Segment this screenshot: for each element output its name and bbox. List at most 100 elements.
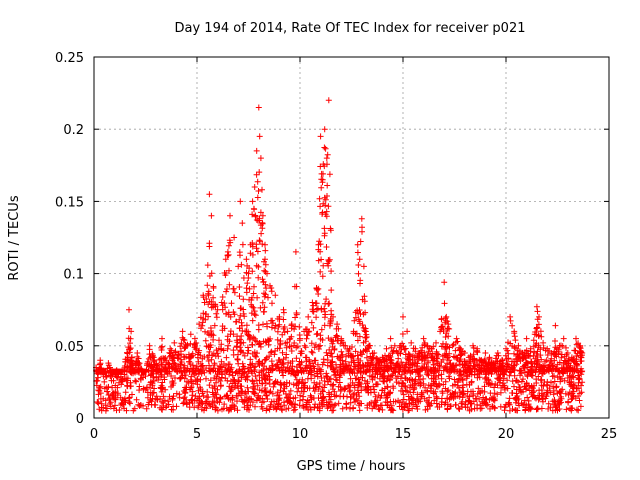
data-point xyxy=(574,385,581,392)
data-point xyxy=(511,333,518,340)
data-point xyxy=(224,286,230,292)
data-point xyxy=(306,358,313,365)
data-point xyxy=(223,288,230,295)
data-point xyxy=(262,281,269,288)
data-point xyxy=(578,389,585,396)
data-point xyxy=(160,393,167,400)
data-point xyxy=(317,248,324,255)
data-point xyxy=(328,287,335,294)
data-point xyxy=(207,342,214,348)
data-point xyxy=(303,335,310,342)
data-point xyxy=(257,343,264,350)
data-point xyxy=(118,400,125,407)
data-point xyxy=(266,353,273,360)
data-point xyxy=(519,402,526,408)
data-point xyxy=(496,360,503,367)
data-point xyxy=(516,367,523,374)
data-point xyxy=(165,360,172,367)
y-tick-label: 0.05 xyxy=(55,340,84,355)
data-point xyxy=(287,335,294,342)
data-point xyxy=(511,383,517,390)
data-point xyxy=(524,394,531,401)
data-point xyxy=(258,403,265,410)
data-point xyxy=(438,359,445,365)
data-point xyxy=(218,299,225,306)
data-point xyxy=(321,126,328,133)
data-point xyxy=(307,392,314,399)
data-point xyxy=(478,366,485,373)
data-point xyxy=(317,133,324,140)
data-point xyxy=(208,270,215,277)
data-point xyxy=(95,374,102,381)
data-point xyxy=(247,241,254,248)
data-point xyxy=(538,382,545,389)
data-point xyxy=(425,364,432,370)
data-point xyxy=(167,345,174,352)
data-point xyxy=(210,294,217,301)
data-point xyxy=(326,346,333,353)
x-axis-ticks: 0 5 10 15 20 25 xyxy=(90,57,617,442)
data-point xyxy=(206,348,213,355)
data-point xyxy=(304,375,311,382)
data-point xyxy=(374,381,381,388)
data-point xyxy=(399,340,406,347)
data-point xyxy=(231,311,238,318)
data-point xyxy=(227,331,234,338)
data-point xyxy=(313,300,320,307)
data-point xyxy=(104,388,111,395)
data-point xyxy=(427,387,434,394)
data-point xyxy=(225,251,232,258)
data-point xyxy=(350,392,357,398)
data-point xyxy=(491,396,498,402)
data-point xyxy=(295,379,302,386)
data-point xyxy=(274,328,281,335)
data-point xyxy=(256,377,263,384)
data-point xyxy=(162,404,169,411)
data-point xyxy=(346,368,353,375)
data-point xyxy=(395,350,402,356)
data-point xyxy=(239,368,246,375)
data-point xyxy=(438,375,445,382)
data-point xyxy=(368,362,375,369)
data-point xyxy=(176,367,183,374)
data-point xyxy=(457,352,464,358)
data-point xyxy=(444,388,451,395)
data-point xyxy=(246,406,252,413)
data-point xyxy=(315,291,322,297)
data-point xyxy=(183,400,190,407)
data-point xyxy=(490,360,497,367)
data-point xyxy=(203,296,210,302)
data-point xyxy=(403,400,410,407)
data-point xyxy=(277,340,284,347)
data-point xyxy=(410,386,417,393)
data-point xyxy=(263,285,270,292)
data-point xyxy=(359,224,365,231)
data-point xyxy=(535,332,542,339)
data-point xyxy=(226,383,233,390)
data-point xyxy=(256,340,263,346)
data-point xyxy=(198,363,205,370)
data-point xyxy=(456,393,463,400)
data-point xyxy=(322,196,329,203)
data-point xyxy=(298,359,305,366)
plot-frame xyxy=(93,56,610,419)
data-point xyxy=(536,387,543,394)
data-point xyxy=(280,372,287,379)
data-point xyxy=(433,339,439,346)
data-point xyxy=(326,171,333,178)
data-point xyxy=(560,335,567,342)
data-point xyxy=(245,347,252,354)
x-tick-label: 25 xyxy=(601,427,618,442)
data-point xyxy=(134,350,141,356)
data-point xyxy=(324,193,330,199)
data-point xyxy=(446,325,453,332)
data-point xyxy=(176,394,183,401)
data-point xyxy=(163,357,170,364)
data-point xyxy=(288,343,295,350)
data-point xyxy=(384,392,391,399)
data-point xyxy=(444,318,451,325)
data-point xyxy=(392,398,399,405)
data-point xyxy=(494,391,501,398)
data-point xyxy=(200,315,207,322)
x-tick-label: 15 xyxy=(395,427,412,442)
